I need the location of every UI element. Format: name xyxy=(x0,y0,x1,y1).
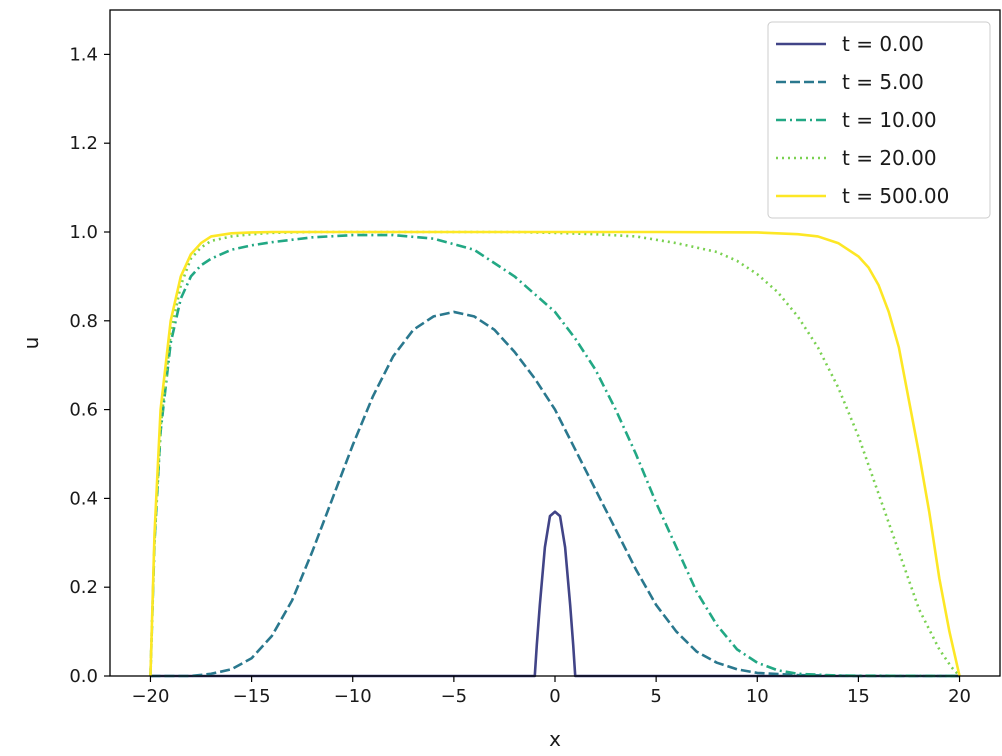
series-line-0 xyxy=(150,510,960,678)
y-tick-label: 1.4 xyxy=(69,44,98,65)
x-tick-label: 15 xyxy=(847,686,870,707)
y-axis: 0.0 0.2 0.4 0.6 0.8 1.0 1.2 1.4 xyxy=(69,44,110,687)
x-axis: −20 −15 −10 −5 0 5 10 15 20 xyxy=(131,676,971,707)
x-tick-label: −5 xyxy=(441,686,468,707)
legend: t = 0.00 t = 5.00 t = 10.00 t = 20.00 t = 50… xyxy=(767,21,991,219)
legend-label-1: t = 5.00 xyxy=(842,70,924,94)
y-tick-label: 0.0 xyxy=(69,666,98,687)
y-tick-label: 0.4 xyxy=(69,488,98,509)
series-line-2 xyxy=(149,233,960,678)
legend-label-0: t = 0.00 xyxy=(842,32,924,56)
x-tick-label: 20 xyxy=(948,686,971,707)
legend-box xyxy=(767,21,991,219)
x-tick-label: 0 xyxy=(549,686,560,707)
legend-label-4: t = 500.00 xyxy=(842,184,949,208)
legend-label-2: t = 10.00 xyxy=(842,108,937,132)
x-tick-label: −10 xyxy=(334,686,372,707)
y-tick-label: 1.0 xyxy=(69,222,98,243)
legend-label-3: t = 20.00 xyxy=(842,146,937,170)
plot-layer xyxy=(149,230,961,678)
series-line-4 xyxy=(149,230,961,677)
x-tick-label: −15 xyxy=(233,686,271,707)
x-tick-label: 5 xyxy=(650,686,661,707)
y-tick-label: 0.6 xyxy=(69,400,98,421)
series-line-1 xyxy=(150,310,960,678)
y-axis-label: u xyxy=(19,337,43,350)
y-tick-label: 1.2 xyxy=(69,133,98,154)
y-tick-label: 0.2 xyxy=(69,577,98,598)
x-axis-label: x xyxy=(549,727,561,751)
y-tick-label: 0.8 xyxy=(69,311,98,332)
x-tick-label: 10 xyxy=(746,686,769,707)
x-tick-label: −20 xyxy=(131,686,169,707)
